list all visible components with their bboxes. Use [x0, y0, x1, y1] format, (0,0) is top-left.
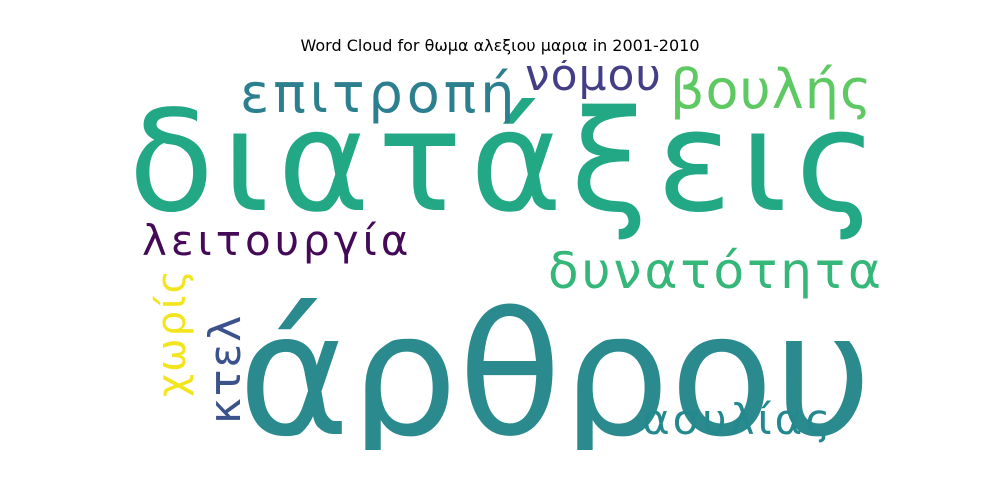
word-dynatotita: δυνατότητα [548, 242, 884, 300]
figure-title: Word Cloud for θωμα αλεξιου μαρια in 200… [300, 36, 700, 55]
word-cloud-svg: διατάξεις άρθρου επιτροπή νόμου βουλής λ… [130, 60, 886, 450]
word-ktel: κτελ [200, 314, 251, 424]
word-voulis: βουλής [670, 60, 873, 121]
word-epitropi: επιτροπή [240, 62, 519, 125]
word-nomou: νόμου [525, 60, 662, 101]
word-arthrou: άρθρου [238, 277, 872, 450]
word-cloud: διατάξεις άρθρου επιτροπή νόμου βουλής λ… [130, 60, 890, 450]
word-choris: χωρίς [149, 268, 195, 397]
word-leitourgia: λειτουργία [142, 216, 412, 265]
word-asylias: ασυλίας [642, 395, 833, 444]
word-diataxeis: διατάξεις [130, 81, 886, 244]
